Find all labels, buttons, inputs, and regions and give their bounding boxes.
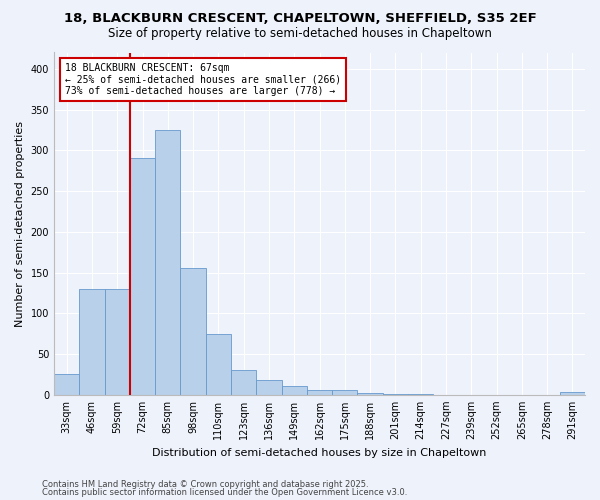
Bar (383, 394, 408, 395)
Bar (130, 158, 155, 395)
Bar (307, 390, 332, 395)
Bar (281, 386, 307, 395)
Bar (206, 334, 231, 395)
Bar (181, 268, 206, 395)
Text: Contains public sector information licensed under the Open Government Licence v3: Contains public sector information licen… (42, 488, 407, 497)
Text: 18 BLACKBURN CRESCENT: 67sqm
← 25% of semi-detached houses are smaller (266)
73%: 18 BLACKBURN CRESCENT: 67sqm ← 25% of se… (65, 63, 341, 96)
Bar (560, 392, 585, 395)
Bar (358, 393, 383, 395)
Text: Contains HM Land Registry data © Crown copyright and database right 2025.: Contains HM Land Registry data © Crown c… (42, 480, 368, 489)
Bar (155, 130, 181, 395)
Bar (332, 390, 358, 395)
Bar (408, 394, 433, 395)
Bar (104, 289, 130, 395)
Text: Size of property relative to semi-detached houses in Chapeltown: Size of property relative to semi-detach… (108, 28, 492, 40)
Text: 18, BLACKBURN CRESCENT, CHAPELTOWN, SHEFFIELD, S35 2EF: 18, BLACKBURN CRESCENT, CHAPELTOWN, SHEF… (64, 12, 536, 26)
Bar (256, 380, 281, 395)
Bar (79, 289, 104, 395)
Bar (54, 374, 79, 395)
Y-axis label: Number of semi-detached properties: Number of semi-detached properties (15, 120, 25, 326)
X-axis label: Distribution of semi-detached houses by size in Chapeltown: Distribution of semi-detached houses by … (152, 448, 487, 458)
Bar (231, 370, 256, 395)
